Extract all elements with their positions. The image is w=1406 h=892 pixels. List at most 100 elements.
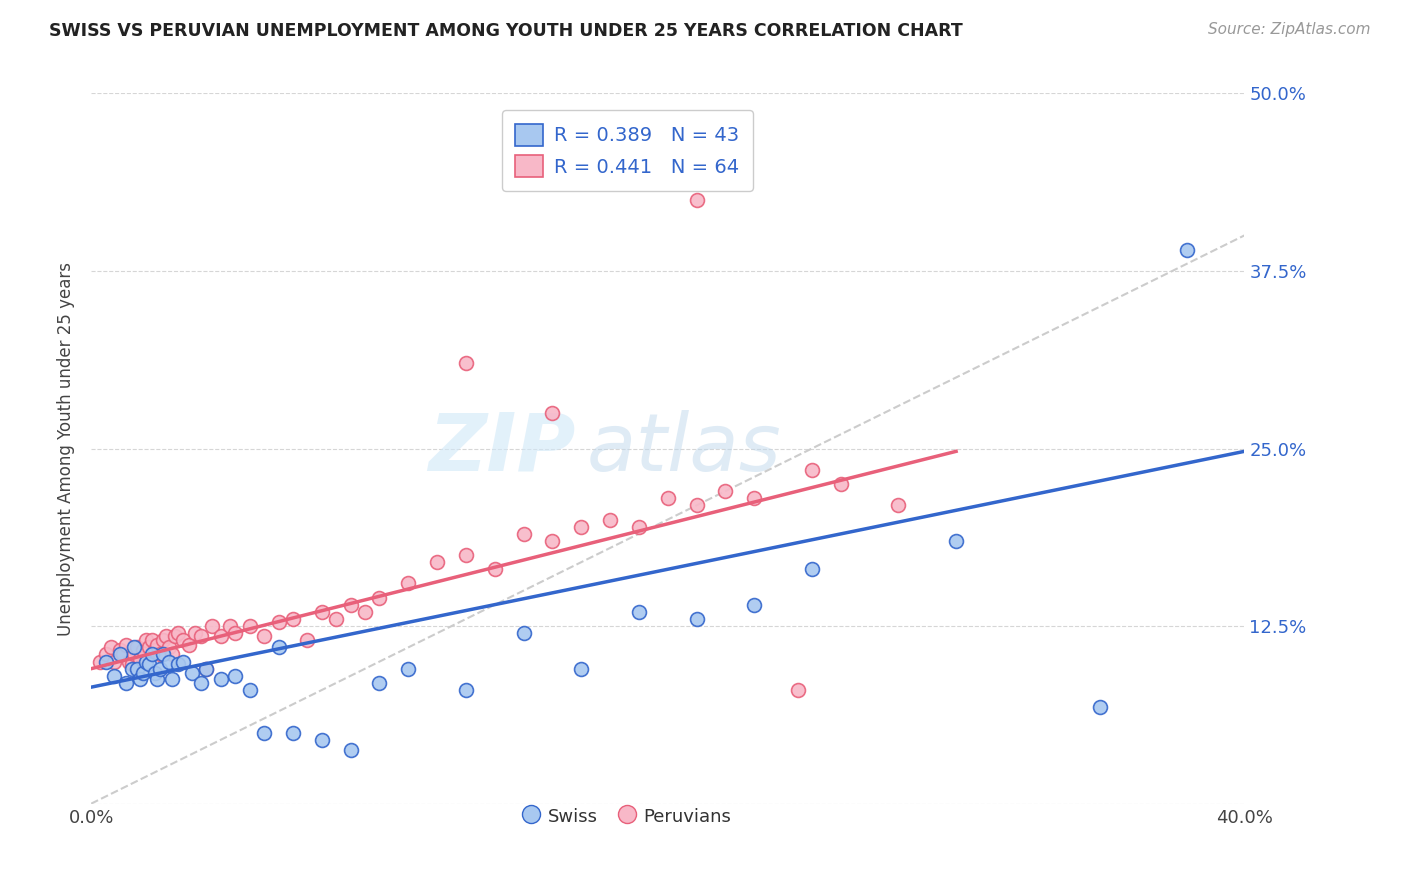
Point <box>195 662 218 676</box>
Point <box>945 533 967 548</box>
Text: SWISS VS PERUVIAN UNEMPLOYMENT AMONG YOUTH UNDER 25 YEARS CORRELATION CHART: SWISS VS PERUVIAN UNEMPLOYMENT AMONG YOU… <box>49 22 963 40</box>
Legend: Swiss, Peruvians: Swiss, Peruvians <box>517 798 738 834</box>
Point <box>89 655 111 669</box>
Point <box>166 626 188 640</box>
Point <box>512 526 534 541</box>
Point <box>129 672 152 686</box>
Point <box>132 665 155 680</box>
Point <box>132 643 155 657</box>
Point <box>714 484 737 499</box>
Point <box>108 648 131 662</box>
Point <box>160 672 183 686</box>
Point <box>685 193 707 207</box>
Point <box>354 605 377 619</box>
Point <box>281 725 304 739</box>
Y-axis label: Unemployment Among Youth under 25 years: Unemployment Among Youth under 25 years <box>58 261 75 635</box>
Point <box>195 662 218 676</box>
Point <box>163 629 186 643</box>
Point <box>129 652 152 666</box>
Point <box>830 477 852 491</box>
Point <box>184 626 207 640</box>
Point <box>267 615 290 629</box>
Point <box>1090 700 1112 714</box>
Point <box>127 662 149 676</box>
Point <box>141 648 163 662</box>
Point <box>454 356 477 370</box>
Point <box>157 655 180 669</box>
Point <box>1175 243 1198 257</box>
Point <box>94 648 117 662</box>
Point <box>209 629 232 643</box>
Point <box>160 648 183 662</box>
Point <box>166 657 188 672</box>
Point <box>100 640 122 655</box>
Point <box>657 491 679 506</box>
Point <box>396 576 419 591</box>
Point <box>149 648 172 662</box>
Point <box>135 655 157 669</box>
Text: ZIP: ZIP <box>429 409 575 488</box>
Point <box>297 633 319 648</box>
Point <box>146 672 169 686</box>
Point <box>121 657 143 672</box>
Point <box>181 665 204 680</box>
Point <box>569 662 592 676</box>
Point <box>685 612 707 626</box>
Point <box>541 406 564 420</box>
Point <box>454 683 477 698</box>
Point <box>172 655 194 669</box>
Point <box>599 512 621 526</box>
Point <box>152 633 174 648</box>
Point <box>267 640 290 655</box>
Point <box>218 619 240 633</box>
Point <box>484 562 506 576</box>
Point <box>786 683 808 698</box>
Point <box>239 683 262 698</box>
Point <box>94 655 117 669</box>
Point <box>135 633 157 648</box>
Point <box>224 669 246 683</box>
Point <box>190 676 212 690</box>
Text: Source: ZipAtlas.com: Source: ZipAtlas.com <box>1208 22 1371 37</box>
Point <box>396 662 419 676</box>
Point <box>149 662 172 676</box>
Point <box>127 640 149 655</box>
Point <box>124 640 146 655</box>
Point <box>111 648 134 662</box>
Point <box>124 648 146 662</box>
Point <box>627 605 650 619</box>
Point <box>742 491 765 506</box>
Point <box>141 633 163 648</box>
Point <box>325 612 347 626</box>
Point <box>114 676 136 690</box>
Point <box>454 548 477 562</box>
Point <box>800 562 823 576</box>
Point <box>152 648 174 662</box>
Point <box>103 669 125 683</box>
Point <box>339 742 361 756</box>
Point <box>339 598 361 612</box>
Point <box>157 640 180 655</box>
Point <box>138 640 160 655</box>
Point <box>179 638 201 652</box>
Point <box>117 655 139 669</box>
Point <box>311 732 333 747</box>
Point <box>541 533 564 548</box>
Point <box>887 499 910 513</box>
Point <box>281 612 304 626</box>
Point <box>143 665 166 680</box>
Point <box>103 655 125 669</box>
Point <box>311 605 333 619</box>
Point <box>190 629 212 643</box>
Point <box>138 657 160 672</box>
Point <box>114 638 136 652</box>
Point <box>239 619 262 633</box>
Point <box>368 591 391 605</box>
Point <box>368 676 391 690</box>
Point <box>224 626 246 640</box>
Point <box>108 643 131 657</box>
Point <box>201 619 224 633</box>
Point <box>627 519 650 533</box>
Point <box>253 725 276 739</box>
Point <box>742 598 765 612</box>
